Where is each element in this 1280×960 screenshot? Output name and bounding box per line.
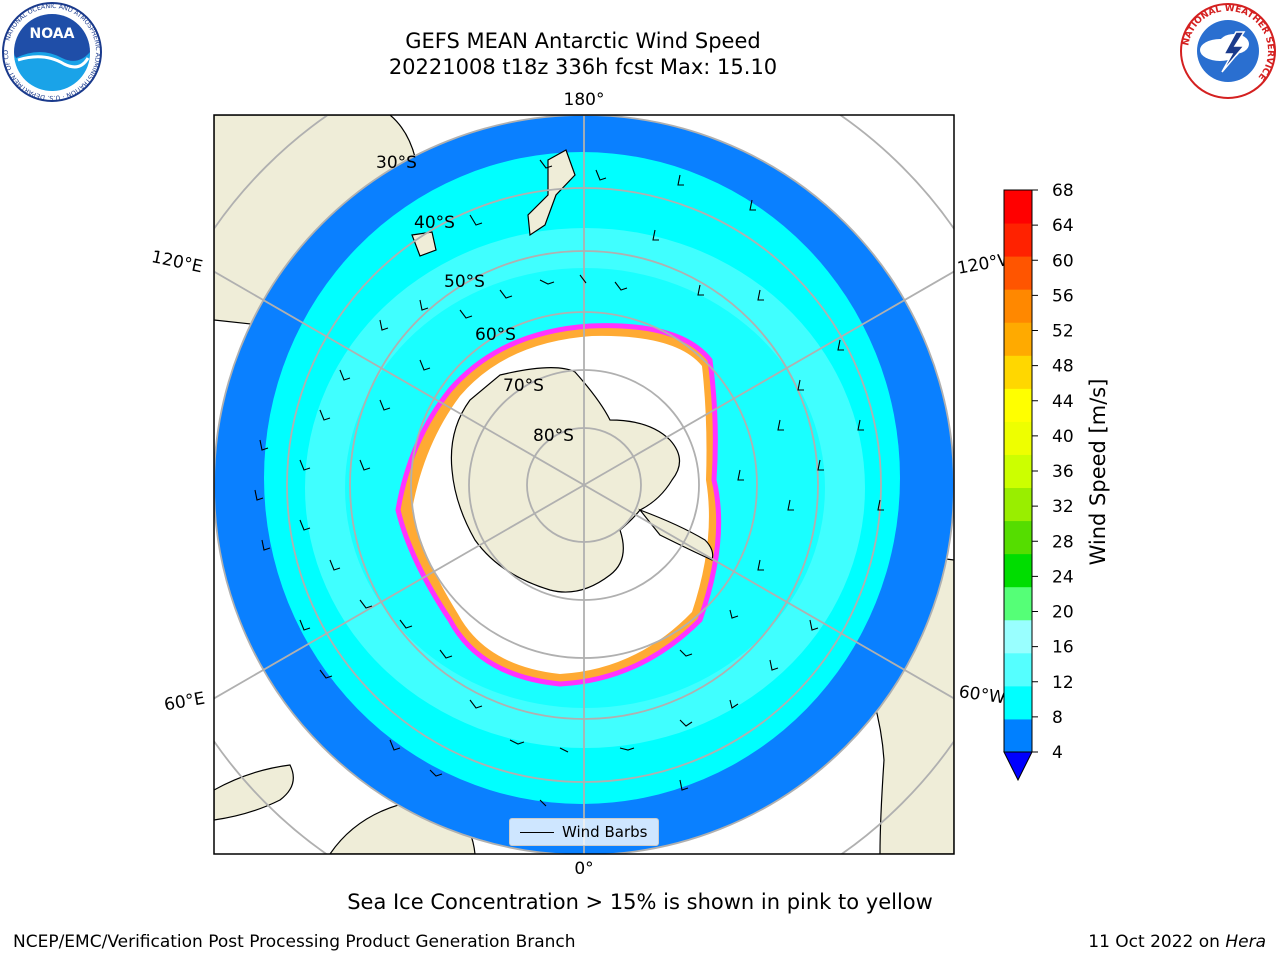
lat-label-30s: 30°S bbox=[376, 153, 417, 173]
lon-label-60e: 60°E bbox=[163, 689, 207, 716]
lon-label-180: 180° bbox=[564, 90, 605, 110]
lat-label-80s: 80°S bbox=[533, 426, 574, 446]
legend: Wind Barbs bbox=[509, 818, 659, 846]
colorbar-segment bbox=[1004, 223, 1032, 257]
lat-label-60s: 60°S bbox=[475, 325, 516, 345]
colorbar-tick-label: 48 bbox=[1052, 357, 1074, 377]
colorbar-title: Wind Speed [m/s] bbox=[1086, 379, 1110, 566]
colorbar-tick-label: 8 bbox=[1052, 708, 1063, 728]
colorbar: 68 64 60 56 52 48 44 40 36 32 28 24 20 16 12 8 4 bbox=[1003, 181, 1074, 782]
colorbar-tick-label: 28 bbox=[1052, 532, 1074, 552]
colorbar-segment bbox=[1004, 421, 1032, 455]
colorbar-segment bbox=[1004, 355, 1032, 389]
colorbar-segment bbox=[1004, 256, 1032, 290]
colorbar-tick-label: 52 bbox=[1052, 322, 1074, 342]
colorbar-extend-arrow bbox=[1003, 751, 1033, 782]
lon-label-60w: 60°W bbox=[958, 682, 1007, 708]
footer-credit: NCEP/EMC/Verification Post Processing Pr… bbox=[13, 932, 576, 952]
chart-title: GEFS MEAN Antarctic Wind Speed bbox=[405, 29, 761, 53]
colorbar-tick-label: 12 bbox=[1052, 673, 1074, 693]
footer-host: Hera bbox=[1225, 932, 1266, 952]
madagascar-landmass bbox=[214, 764, 294, 821]
lon-label-120e: 120°E bbox=[150, 247, 205, 277]
colorbar-segment bbox=[1004, 619, 1032, 654]
colorbar-segment bbox=[1004, 718, 1032, 753]
lat-label-50s: 50°S bbox=[444, 272, 485, 292]
colorbar-segment bbox=[1004, 487, 1032, 522]
footer-date-text: 11 Oct 2022 on bbox=[1088, 932, 1226, 952]
colorbar-segment bbox=[1004, 289, 1032, 323]
colorbar-segment bbox=[1004, 322, 1032, 356]
antarctic-peninsula bbox=[638, 508, 714, 561]
graticule bbox=[214, 115, 954, 854]
colorbar-segment bbox=[1004, 685, 1032, 720]
colorbar-segment bbox=[1004, 388, 1032, 422]
lat-label-70s: 70°S bbox=[503, 376, 544, 396]
legend-label: Wind Barbs bbox=[562, 823, 648, 841]
colorbar-segment bbox=[1004, 586, 1032, 621]
colorbar-segment bbox=[1004, 454, 1032, 489]
colorbar-tick-label: 20 bbox=[1052, 603, 1074, 623]
colorbar-tick-label: 64 bbox=[1052, 216, 1074, 236]
footer-date: 11 Oct 2022 on Hera bbox=[1088, 932, 1266, 952]
colorbar-segment bbox=[1004, 652, 1032, 687]
caption: Sea Ice Concentration > 15% is shown in … bbox=[347, 890, 933, 914]
colorbar-tick-label: 40 bbox=[1052, 427, 1074, 447]
chart-subtitle: 20221008 t18z 336h fcst Max: 15.10 bbox=[388, 55, 778, 79]
colorbar-tick-label: 4 bbox=[1052, 743, 1063, 763]
colorbar-tick-label: 16 bbox=[1052, 638, 1074, 658]
colorbar-tick-label: 44 bbox=[1052, 392, 1074, 412]
map-frame bbox=[213, 114, 955, 855]
lon-label-0: 0° bbox=[574, 859, 593, 879]
noaa-logo-text: NOAA bbox=[30, 26, 75, 42]
colorbar-tick-label: 32 bbox=[1052, 497, 1074, 517]
colorbar-tick-label: 60 bbox=[1052, 251, 1074, 271]
colorbar-tick-label: 24 bbox=[1052, 567, 1074, 587]
new-zealand-landmass bbox=[527, 149, 576, 237]
colorbar-tick-label: 68 bbox=[1052, 181, 1074, 201]
wind-barbs bbox=[254, 159, 884, 807]
lat-label-40s: 40°S bbox=[414, 213, 455, 233]
colorbar-tick-label: 36 bbox=[1052, 462, 1074, 482]
colorbar-tick-label: 56 bbox=[1052, 286, 1074, 306]
noaa-logo: NATIONAL OCEANIC AND ATMOSPHERIC ADMINIS… bbox=[0, 2, 102, 102]
colorbar-segment bbox=[1004, 520, 1032, 555]
legend-line-sample bbox=[520, 832, 554, 833]
colorbar-segment bbox=[1004, 553, 1032, 588]
nws-logo: NATIONAL WEATHER SERVICE bbox=[1180, 3, 1276, 99]
colorbar-segment bbox=[1004, 190, 1032, 224]
